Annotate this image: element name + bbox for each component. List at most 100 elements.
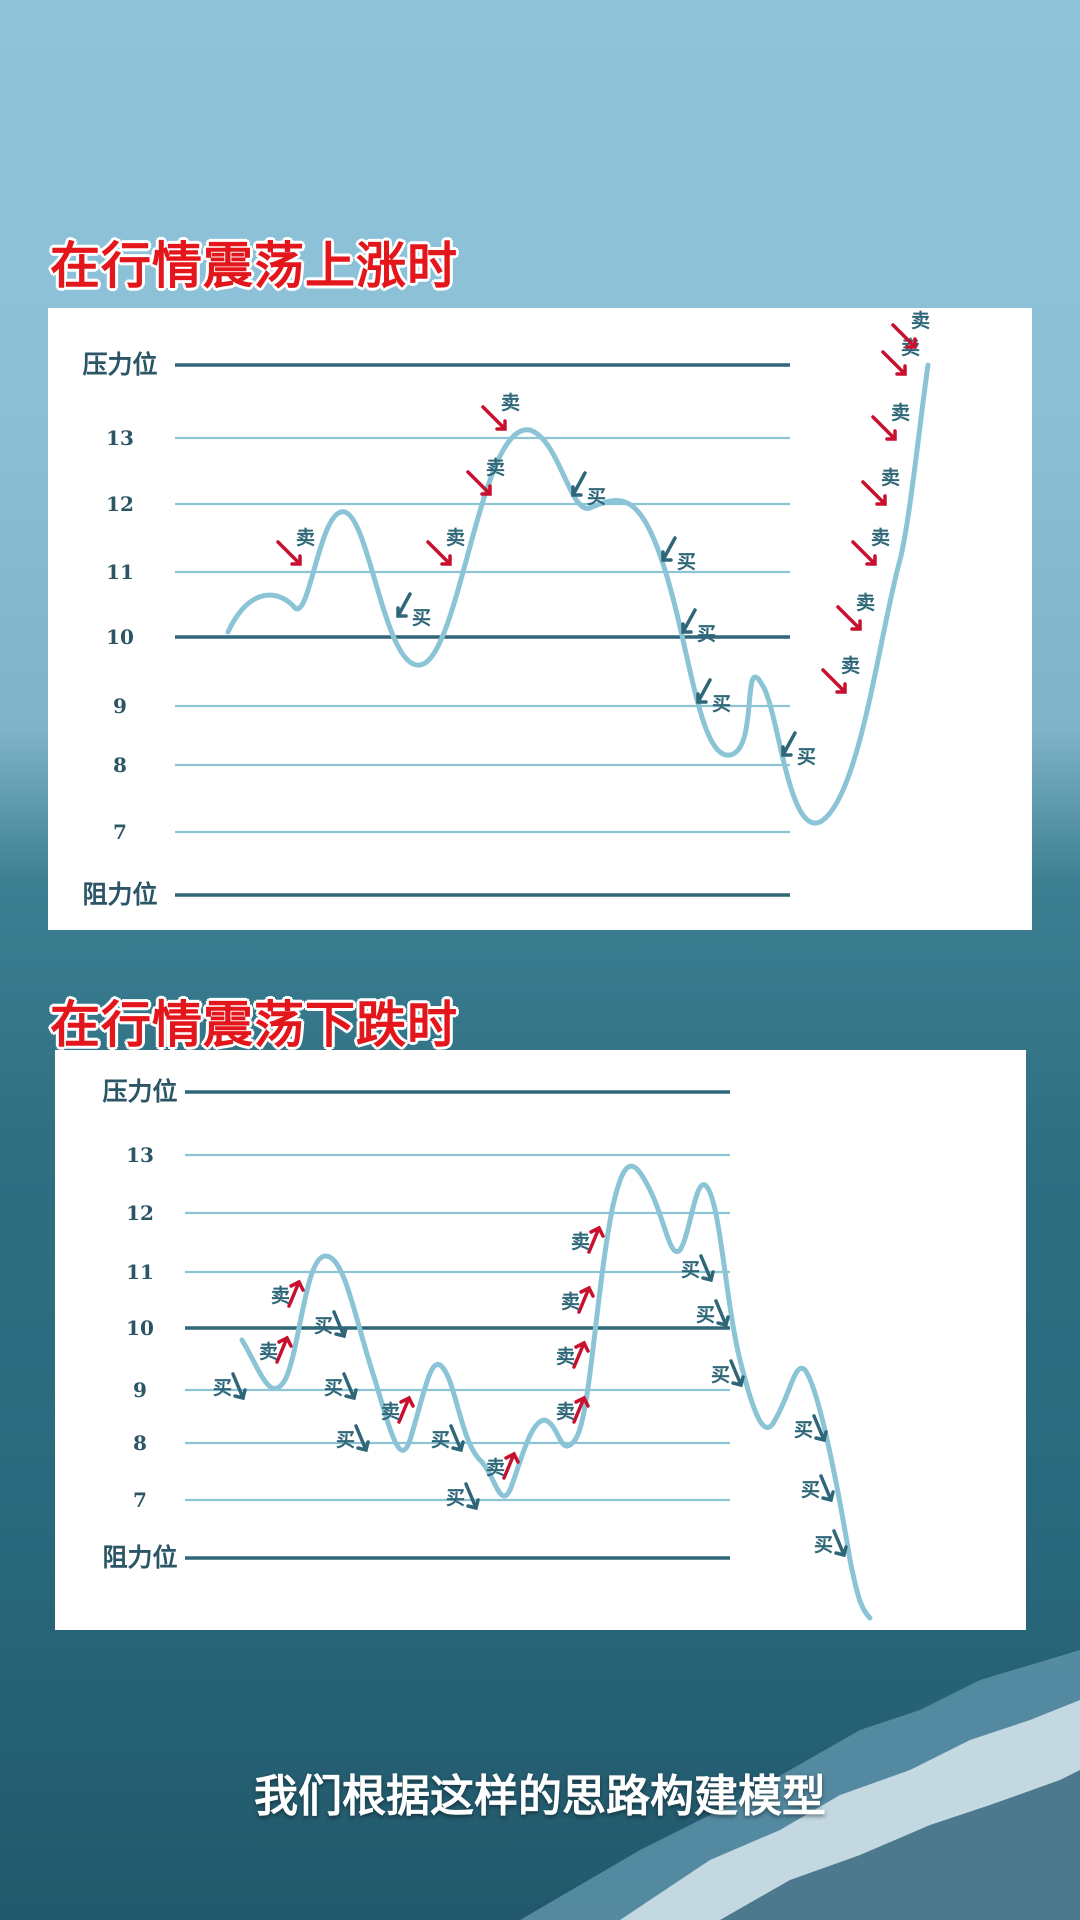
buy-arrow-icon: [464, 1482, 480, 1511]
sell-arrow-icon: [572, 1340, 590, 1369]
buy-signal-fall-14: 买: [681, 1254, 715, 1283]
buy-label: 买: [797, 746, 816, 768]
buy-arrow-icon: [696, 678, 712, 704]
sell-signal-fall-12: 卖: [561, 1285, 595, 1314]
level-label-fall-2: 12: [126, 1201, 154, 1225]
buy-arrow-icon: [354, 1424, 370, 1453]
levels-fall: 压力位 13 12 11 10 9 8 7 阻力位: [102, 1077, 730, 1572]
level-label-rise-6: 8: [113, 753, 127, 777]
sell-arrow-icon: [287, 1279, 305, 1308]
sell-arrow-icon: [397, 1395, 415, 1424]
buy-signal-fall-15: 买: [696, 1299, 730, 1328]
sell-signal-fall-13: 卖: [571, 1225, 605, 1254]
sell-label: 卖: [446, 527, 465, 549]
level-label-rise-5: 9: [113, 694, 127, 718]
sell-signal-rise-14: 卖: [871, 402, 910, 441]
buy-arrow-icon: [832, 1529, 848, 1558]
buy-signal-fall-3: 买: [314, 1310, 348, 1339]
buy-label: 买: [336, 1429, 355, 1451]
sell-arrow-icon: [572, 1395, 590, 1424]
sell-label: 卖: [486, 457, 505, 479]
buy-label: 买: [677, 551, 696, 573]
sell-label: 卖: [911, 310, 930, 332]
sell-signal-rise-12: 卖: [851, 527, 890, 566]
buy-arrow-icon: [819, 1474, 835, 1503]
buy-label: 买: [794, 1419, 813, 1441]
buy-signal-fall-18: 买: [801, 1474, 835, 1503]
level-label-fall-0: 压力位: [102, 1077, 177, 1106]
sell-arrow-icon: [861, 480, 887, 506]
level-label-rise-0: 压力位: [82, 350, 157, 379]
sell-arrow-icon: [426, 540, 452, 566]
buy-arrow-icon: [729, 1359, 745, 1388]
level-label-fall-8: 阻力位: [102, 1543, 177, 1572]
sell-signal-rise-16: 卖: [891, 310, 930, 349]
sell-label: 卖: [556, 1401, 575, 1423]
buy-label: 买: [814, 1534, 833, 1556]
sell-arrow-icon: [891, 323, 917, 349]
buy-signal-fall-5: 买: [336, 1424, 370, 1453]
level-label-fall-3: 11: [126, 1260, 154, 1284]
sell-signal-fall-10: 卖: [556, 1395, 590, 1424]
sell-label: 卖: [841, 655, 860, 677]
buy-signal-fall-4: 买: [324, 1372, 358, 1401]
sell-label: 卖: [556, 1346, 575, 1368]
sell-label: 卖: [881, 467, 900, 489]
buy-arrow-icon: [714, 1299, 730, 1328]
level-label-fall-6: 8: [133, 1431, 147, 1455]
sell-label: 卖: [381, 1401, 400, 1423]
buy-arrow-icon: [332, 1310, 348, 1339]
buy-label: 买: [431, 1429, 450, 1451]
buy-signal-fall-7: 买: [431, 1424, 465, 1453]
sell-arrow-icon: [276, 540, 302, 566]
sell-signal-rise-13: 卖: [861, 467, 900, 506]
sell-arrow-icon: [466, 470, 492, 496]
buy-signal-rise-8: 买: [696, 678, 731, 715]
sell-signal-fall-6: 卖: [381, 1395, 415, 1424]
buy-signal-fall-0: 买: [213, 1372, 247, 1401]
buy-signal-rise-9: 买: [781, 731, 816, 768]
buy-label: 买: [314, 1315, 333, 1337]
signals-rise: 卖卖卖卖买买买买买买卖卖卖卖卖卖卖: [276, 310, 930, 768]
price-curve-rise: [225, 362, 931, 826]
sell-label: 卖: [891, 402, 910, 424]
buy-arrow-icon: [699, 1254, 715, 1283]
sell-label: 卖: [571, 1231, 590, 1253]
buy-signal-rise-4: 买: [396, 592, 431, 629]
buy-label: 买: [712, 693, 731, 715]
level-label-rise-4: 10: [106, 625, 134, 649]
buy-signal-rise-5: 买: [571, 471, 606, 508]
sell-arrow-icon: [587, 1225, 605, 1254]
panel-fall: 压力位 13 12 11 10 9 8 7 阻力位 买卖卖买买买卖买买卖卖卖卖卖买买买买买买: [55, 1050, 1026, 1630]
sell-arrow-icon: [851, 540, 877, 566]
level-label-fall-5: 9: [133, 1378, 147, 1402]
buy-label: 买: [412, 607, 431, 629]
sell-label: 卖: [501, 392, 520, 414]
sell-arrow-icon: [836, 605, 862, 631]
sell-arrow-icon: [275, 1335, 293, 1364]
buy-arrow-icon: [681, 608, 697, 634]
sell-arrow-icon: [481, 405, 507, 431]
sell-signal-rise-1: 卖: [426, 527, 465, 566]
section-title-fall: 在行情震荡下跌时: [50, 996, 458, 1054]
level-label-fall-4: 10: [126, 1316, 154, 1340]
sell-label: 卖: [486, 1457, 505, 1479]
buy-label: 买: [697, 623, 716, 645]
buy-label: 买: [681, 1259, 700, 1281]
buy-arrow-icon: [396, 592, 412, 618]
buy-arrow-icon: [812, 1414, 828, 1443]
level-label-rise-8: 阻力位: [82, 880, 157, 909]
sell-signal-rise-3: 卖: [481, 392, 520, 431]
sell-signal-rise-2: 卖: [466, 457, 505, 496]
price-curve-fall: [239, 1163, 873, 1621]
level-label-rise-2: 12: [106, 492, 134, 516]
buy-signal-fall-19: 买: [814, 1529, 848, 1558]
buy-arrow-icon: [342, 1372, 358, 1401]
sell-label: 卖: [561, 1291, 580, 1313]
level-label-rise-7: 7: [113, 820, 127, 844]
sell-signal-fall-11: 卖: [556, 1340, 590, 1369]
sell-signal-fall-2: 卖: [271, 1279, 305, 1308]
rock-background: [520, 1650, 1080, 1920]
